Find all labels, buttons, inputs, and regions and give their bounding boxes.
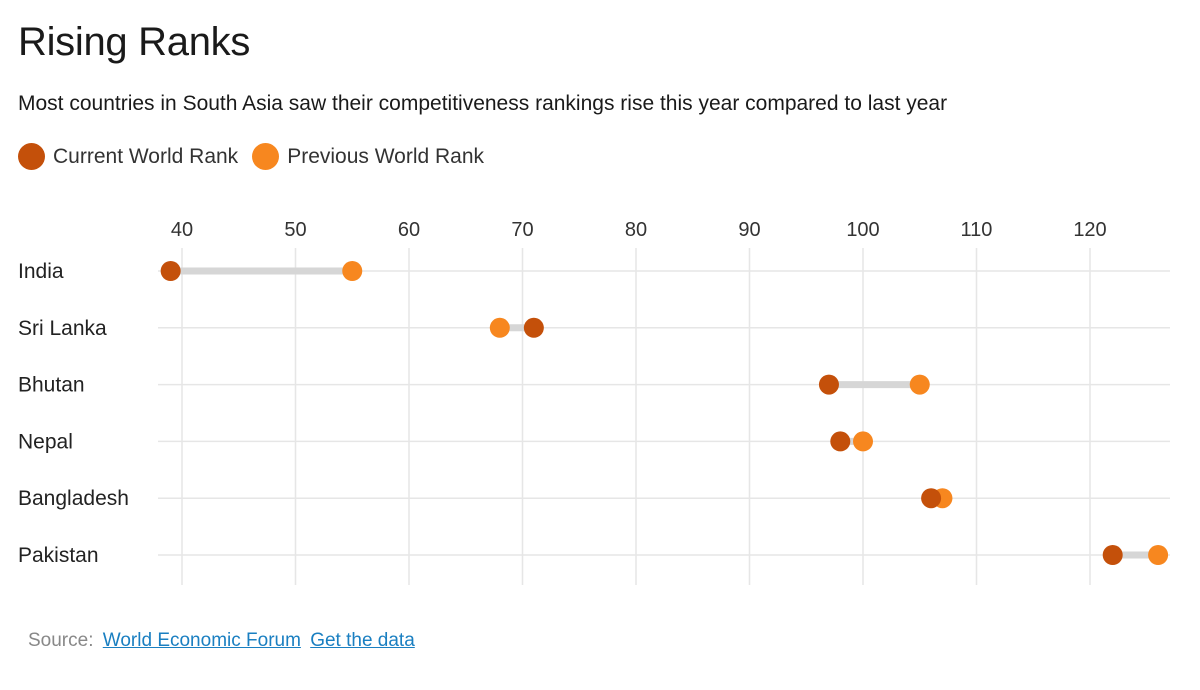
- previous-rank-dot-india: [342, 261, 363, 281]
- x-tick-label-50: 50: [284, 219, 306, 241]
- x-tick-label-80: 80: [625, 219, 647, 241]
- chart-title: Rising Ranks: [18, 20, 251, 64]
- legend-item-previous: Previous World Rank: [252, 143, 484, 170]
- legend-current-dot-icon: [18, 143, 45, 170]
- x-tick-label-100: 100: [846, 219, 879, 241]
- current-rank-dot-bhutan: [818, 374, 839, 395]
- row-label-bhutan: Bhutan: [18, 374, 85, 397]
- x-tick-label-40: 40: [171, 219, 193, 241]
- x-tick-label-120: 120: [1073, 219, 1106, 241]
- source-link-wef[interactable]: World Economic Forum: [102, 630, 301, 651]
- legend-previous-dot-icon: [252, 143, 280, 170]
- row-label-pakistan: Pakistan: [18, 544, 99, 567]
- legend-current-label: Current World Rank: [53, 144, 239, 168]
- chart-subtitle: Most countries in South Asia saw their c…: [18, 92, 948, 115]
- previous-rank-dot-pakistan: [1148, 545, 1169, 565]
- x-tick-label-110: 110: [961, 219, 993, 241]
- row-label-nepal: Nepal: [18, 430, 73, 453]
- row-label-india: India: [18, 260, 64, 283]
- dumbbell-chart: 40 50 60 70 80 90 100 110 120 India Sri Lanka Bhuta…: [18, 219, 1170, 585]
- x-tick-label-90: 90: [738, 219, 760, 241]
- legend-item-current: Current World Rank: [18, 143, 238, 170]
- get-data-link[interactable]: Get the data: [310, 630, 415, 651]
- source-line: Source: World Economic Forum Get the dat…: [28, 630, 415, 652]
- legend-previous-label: Previous World Rank: [287, 144, 485, 168]
- previous-rank-dot-bhutan: [909, 374, 930, 395]
- x-tick-label-60: 60: [398, 219, 420, 241]
- previous-rank-dot-nepal: [853, 431, 873, 452]
- row-label-sri-lanka: Sri Lanka: [18, 317, 107, 340]
- current-rank-dot-pakistan: [1102, 545, 1123, 565]
- legend: Current World Rank Previous World Rank: [18, 143, 498, 170]
- previous-rank-dot-sri-lanka: [489, 317, 510, 338]
- current-rank-dot-nepal: [830, 431, 851, 452]
- x-tick-label-70: 70: [511, 219, 533, 241]
- source-label: Source:: [28, 630, 94, 651]
- row-label-bangladesh: Bangladesh: [18, 487, 129, 510]
- current-rank-dot-india: [160, 261, 181, 281]
- current-rank-dot-sri-lanka: [523, 317, 544, 338]
- current-rank-dot-bangladesh: [921, 488, 942, 509]
